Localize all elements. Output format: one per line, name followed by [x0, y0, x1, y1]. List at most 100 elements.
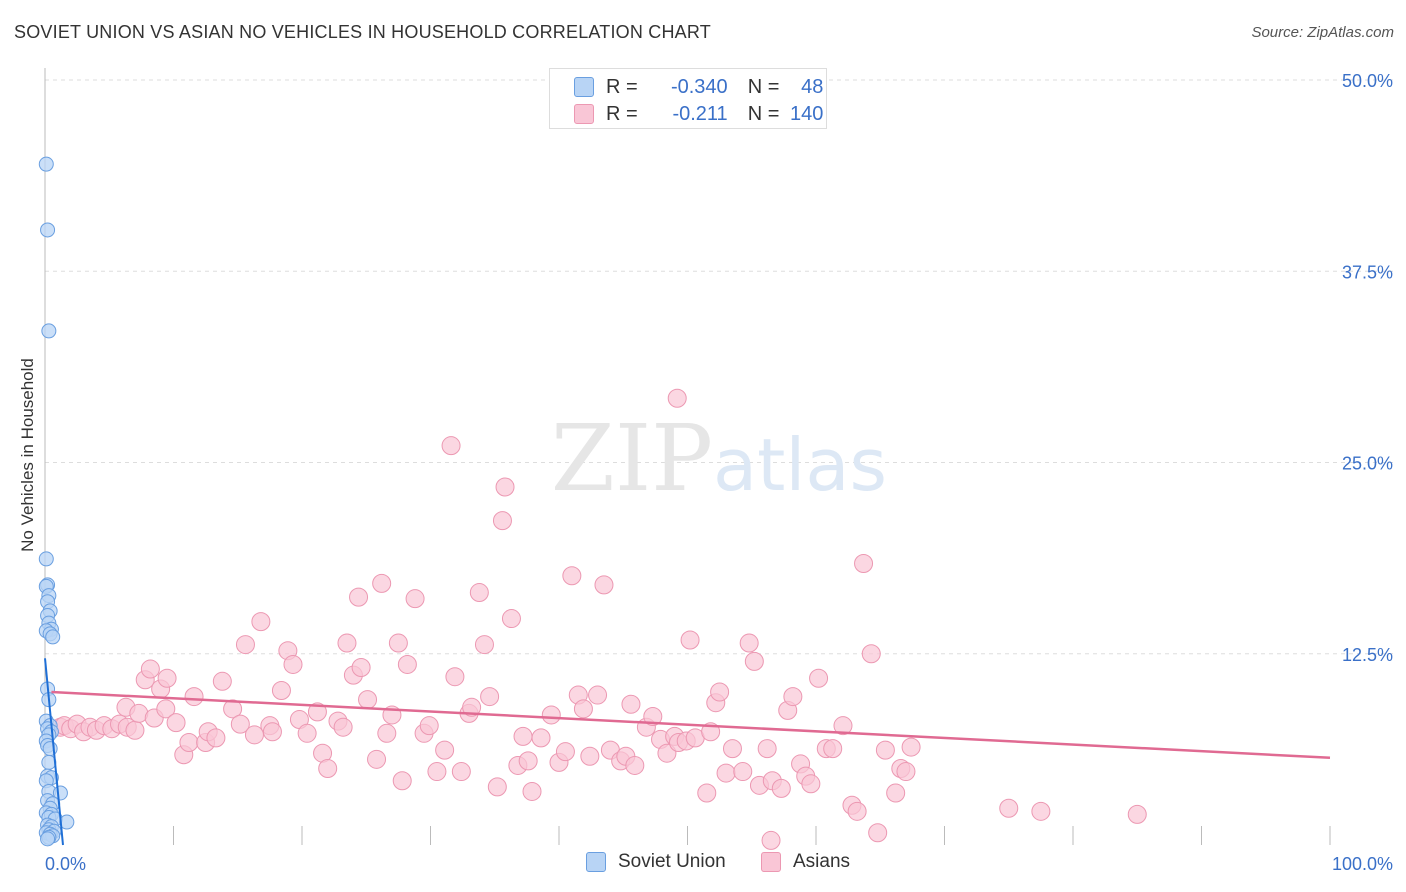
asian-point: [487, 777, 507, 797]
soviet-point: [38, 156, 54, 172]
asian-point: [761, 830, 781, 850]
asian-point: [367, 749, 387, 769]
chart-title: SOVIET UNION VS ASIAN NO VEHICLES IN HOU…: [14, 22, 711, 42]
bottom-legend-label: Soviet Union: [618, 851, 726, 872]
soviet-trend-line: [44, 658, 64, 846]
asian-point: [337, 633, 357, 653]
asian-point: [462, 697, 482, 717]
grid-lines: [45, 79, 1395, 655]
asian-point: [179, 732, 199, 752]
asian-point: [445, 667, 465, 687]
asian-point: [896, 762, 916, 782]
soviet-point: [45, 629, 61, 645]
asian-point: [230, 714, 250, 734]
asian-point: [307, 702, 327, 722]
asian-point: [833, 716, 853, 736]
asian-point: [235, 635, 255, 655]
asian-point: [397, 654, 417, 674]
stats-legend: R = -0.340 N = 48 R = -0.211 N = 140: [549, 68, 827, 129]
asian-point: [518, 751, 538, 771]
asian-point: [875, 740, 895, 760]
legend-r-label: R =: [606, 102, 638, 125]
asian-point: [1127, 804, 1147, 824]
bottom-legend-asians: Asians: [761, 851, 850, 873]
y-axis-label: No Vehicles in Household: [18, 358, 37, 552]
asian-point: [757, 739, 777, 759]
y-tick-label: 37.5%: [1342, 262, 1393, 282]
asian-point: [854, 553, 874, 573]
asian-point: [771, 778, 791, 798]
legend-r-value: -0.211: [672, 102, 728, 125]
legend-row-soviet: R = -0.340 N = 48: [574, 76, 823, 98]
asian-point: [531, 728, 551, 748]
y-tick-label: 25.0%: [1342, 454, 1393, 474]
asian-point: [166, 713, 186, 733]
watermark-zip: ZIP: [551, 405, 713, 512]
x-tick-label: 100.0%: [1332, 854, 1393, 874]
asian-point: [739, 633, 759, 653]
asian-point: [435, 740, 455, 760]
asian-point: [427, 762, 447, 782]
asian-point: [680, 630, 700, 650]
soviet-point: [40, 222, 56, 238]
legend-n-label: N =: [747, 75, 780, 98]
legend-r-value: -0.340: [670, 75, 728, 98]
asian-point: [744, 651, 764, 671]
asian-point: [722, 739, 742, 759]
asian-point: [697, 783, 717, 803]
asian-point: [212, 671, 232, 691]
asian-point: [372, 573, 392, 593]
asian-points: [50, 388, 1147, 850]
watermark-atlas: atlas: [713, 423, 887, 507]
x-tick-label: 0.0%: [45, 854, 86, 874]
asian-point: [809, 668, 829, 688]
tick-labels: 12.5% 25.0% 37.5% 50.0% 0.0% 100.0%: [45, 71, 1393, 874]
asian-point: [480, 687, 500, 707]
asian-point: [501, 609, 521, 629]
asian-point: [643, 706, 663, 726]
asian-point: [351, 658, 371, 678]
bottom-swatch-soviet: [586, 852, 606, 872]
asian-point: [710, 682, 730, 702]
asian-point: [716, 763, 736, 783]
asian-point: [901, 737, 921, 757]
asian-point: [492, 511, 512, 531]
asian-point: [271, 680, 291, 700]
trend-lines: [44, 658, 1331, 846]
legend-n-label: N =: [747, 102, 780, 125]
legend-swatch-asians: [574, 104, 594, 124]
asian-point: [349, 587, 369, 607]
asian-point: [333, 717, 353, 737]
asian-point: [868, 823, 888, 843]
asian-point: [541, 705, 561, 725]
asian-point: [283, 654, 303, 674]
asian-point: [318, 759, 338, 778]
asian-point: [441, 436, 461, 456]
asian-point: [469, 583, 489, 603]
asian-point: [621, 694, 641, 714]
asian-point: [594, 575, 614, 595]
legend-n-value: 48: [801, 75, 824, 98]
legend-swatch-soviet: [574, 77, 594, 97]
asian-point: [419, 716, 439, 736]
asian-point: [451, 762, 471, 782]
asian-point: [783, 687, 803, 707]
asian-point: [733, 762, 753, 782]
asian-point: [251, 612, 271, 632]
asian-point: [625, 755, 645, 775]
asian-point: [495, 477, 515, 497]
asian-point: [388, 633, 408, 653]
asian-point: [223, 699, 243, 719]
y-tick-label: 50.0%: [1342, 71, 1393, 91]
bottom-legend-soviet: Soviet Union: [586, 851, 726, 873]
asian-point: [1031, 801, 1051, 821]
asian-point: [125, 720, 145, 740]
asian-point: [474, 635, 494, 655]
legend-row-asians: R = -0.211 N = 140: [574, 103, 823, 125]
asian-point: [140, 659, 160, 679]
legend-r-label: R =: [606, 75, 638, 98]
asian-point: [513, 726, 533, 746]
bottom-swatch-asians: [761, 852, 781, 872]
asian-point: [562, 566, 582, 586]
